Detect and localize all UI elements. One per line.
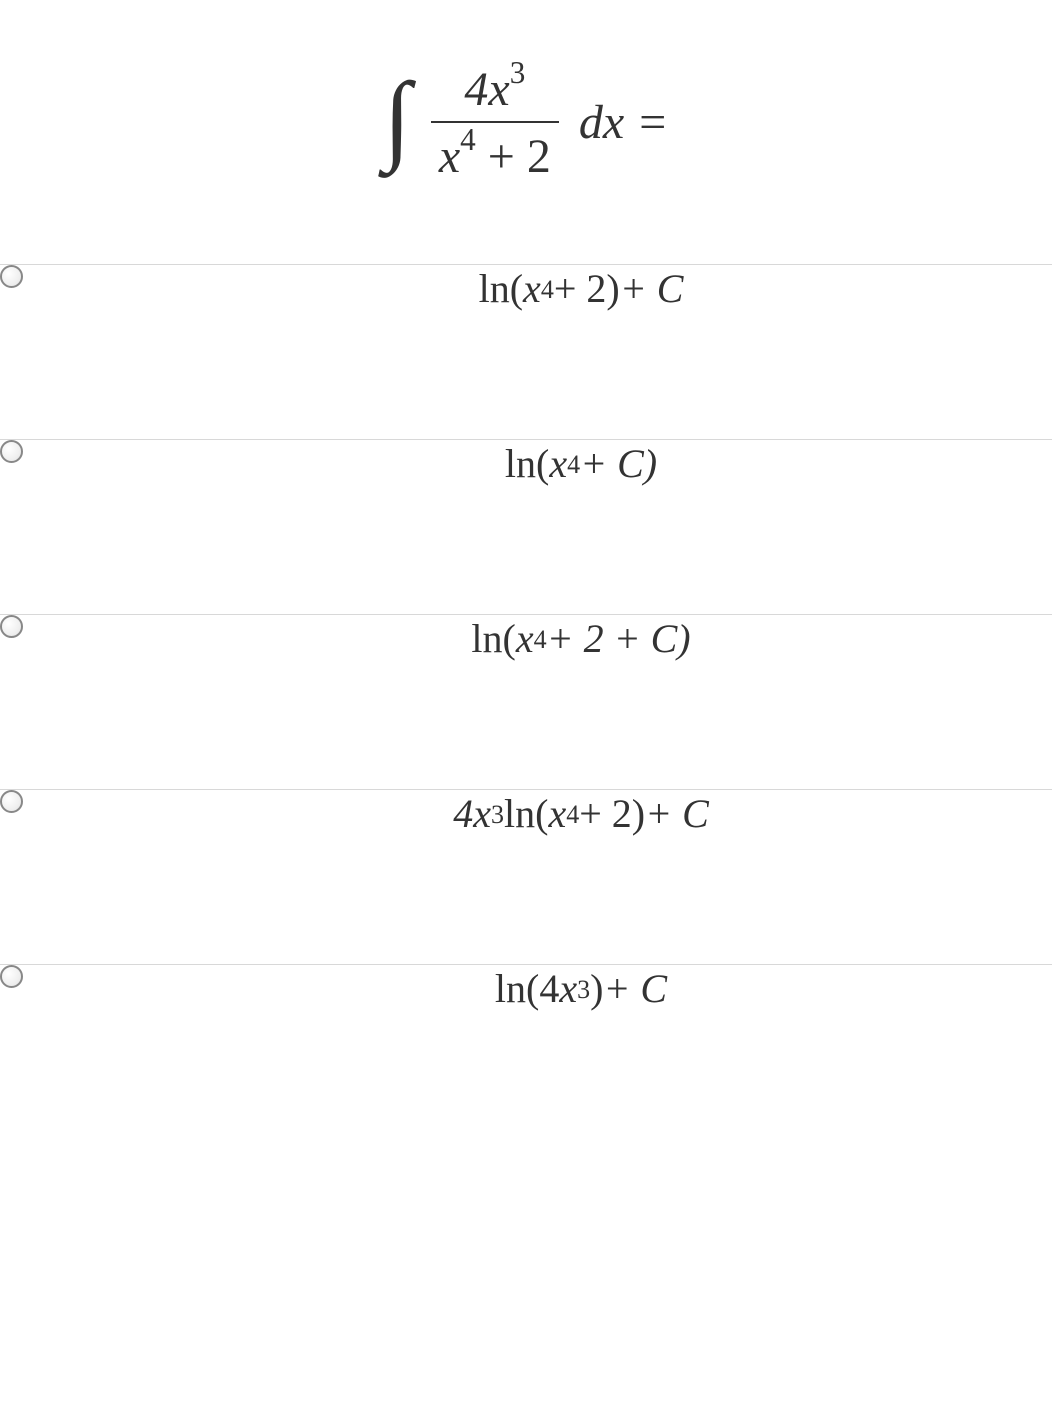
prefix: 4x bbox=[453, 790, 491, 837]
suffix: + C bbox=[645, 790, 709, 837]
fraction: 4x3 x4 + 2 bbox=[431, 60, 559, 184]
radio-option-4[interactable] bbox=[0, 790, 23, 813]
inner-exp: 4 bbox=[567, 450, 580, 480]
inner-rest: ) bbox=[590, 965, 603, 1012]
option-2-expression: ln(x4 + C) bbox=[505, 440, 657, 487]
radio-option-1[interactable] bbox=[0, 265, 23, 288]
inner-var: x bbox=[549, 440, 567, 487]
inner-exp: 4 bbox=[534, 625, 547, 655]
den-exp: 4 bbox=[460, 122, 476, 157]
den-var: x bbox=[439, 130, 460, 183]
inner-exp: 4 bbox=[566, 800, 579, 830]
num-var: x bbox=[488, 63, 509, 116]
option-cell: ln(x4 + 2) + C bbox=[110, 265, 1052, 440]
suffix: + C bbox=[603, 965, 667, 1012]
option-4-expression: 4x3 ln(x4 + 2) + C bbox=[453, 790, 709, 837]
ln-label: ln( bbox=[479, 265, 523, 312]
option-1-expression: ln(x4 + 2) + C bbox=[479, 265, 684, 312]
num-coef: 4 bbox=[464, 63, 488, 116]
inner-rest: + 2 + C) bbox=[547, 615, 691, 662]
suffix: + C bbox=[620, 265, 684, 312]
option-cell: ln(x4 + 2 + C) bbox=[110, 615, 1052, 790]
numerator: 4x3 bbox=[456, 60, 533, 121]
question-area: ∫ 4x3 x4 + 2 dx = bbox=[0, 0, 1052, 264]
option-row: ln(x4 + 2) + C bbox=[0, 265, 1052, 440]
ln-label: ln(4 bbox=[495, 965, 559, 1012]
option-3-expression: ln(x4 + 2 + C) bbox=[471, 615, 690, 662]
inner-var: x bbox=[523, 265, 541, 312]
inner-exp: 4 bbox=[541, 275, 554, 305]
ln-label: ln( bbox=[471, 615, 515, 662]
option-cell: 4x3 ln(x4 + 2) + C bbox=[110, 790, 1052, 965]
option-cell: ln(4x3) + C bbox=[110, 965, 1052, 1140]
dx-equals: dx = bbox=[579, 95, 669, 150]
inner-var: x bbox=[559, 965, 577, 1012]
inner-var: x bbox=[516, 615, 534, 662]
radio-option-2[interactable] bbox=[0, 440, 23, 463]
option-row: 4x3 ln(x4 + 2) + C bbox=[0, 790, 1052, 965]
inner-rest: + 2) bbox=[554, 265, 620, 312]
prefix-exp: 3 bbox=[491, 800, 504, 830]
inner-rest: + 2) bbox=[579, 790, 645, 837]
radio-option-5[interactable] bbox=[0, 965, 23, 988]
integral-expression: ∫ 4x3 x4 + 2 dx = bbox=[383, 60, 668, 184]
ln-label: ln( bbox=[504, 790, 548, 837]
den-const: + 2 bbox=[476, 130, 551, 183]
option-cell: ln(x4 + C) bbox=[110, 440, 1052, 615]
denominator: x4 + 2 bbox=[431, 121, 559, 184]
option-5-expression: ln(4x3) + C bbox=[495, 965, 667, 1012]
num-exp: 3 bbox=[510, 55, 526, 90]
inner-rest: + C) bbox=[580, 440, 657, 487]
option-row: ln(x4 + 2 + C) bbox=[0, 615, 1052, 790]
inner-var: x bbox=[548, 790, 566, 837]
ln-label: ln( bbox=[505, 440, 549, 487]
integral-sign: ∫ bbox=[383, 60, 410, 175]
option-row: ln(4x3) + C bbox=[0, 965, 1052, 1140]
options-table: ln(x4 + 2) + C ln(x4 + C) ln(x4 + 2 + C)… bbox=[0, 264, 1052, 1140]
inner-exp: 3 bbox=[577, 975, 590, 1005]
option-row: ln(x4 + C) bbox=[0, 440, 1052, 615]
radio-option-3[interactable] bbox=[0, 615, 23, 638]
